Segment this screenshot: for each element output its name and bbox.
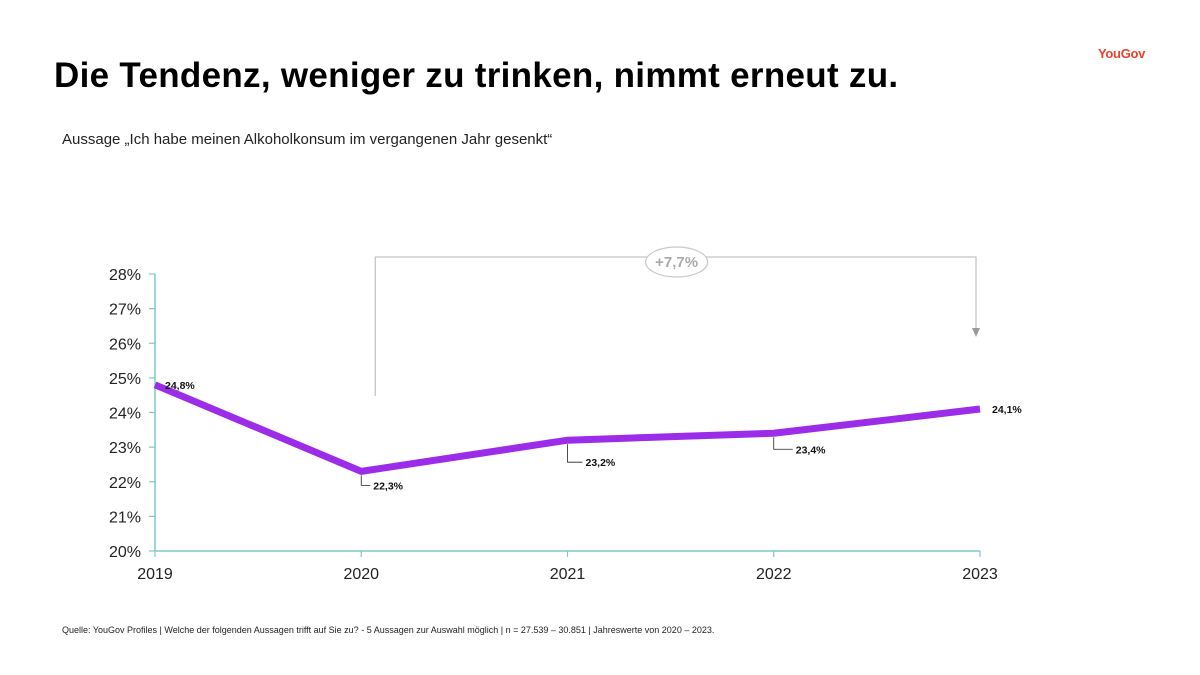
data-label: 24,1%: [992, 404, 1022, 416]
data-label: 24,8%: [165, 380, 195, 392]
y-tick-label: 24%: [109, 406, 141, 423]
chart-axes: 20% 21% 22% 23% 24% 25% 26% 27% 28% 2019 2020 2021 2…: [109, 267, 998, 583]
x-tick-label: 2022: [756, 566, 792, 583]
chart-subtitle: Aussage „Ich habe meinen Alkoholkonsum i…: [62, 131, 553, 148]
data-label: 22,3%: [373, 480, 403, 492]
y-tick-label: 22%: [109, 475, 141, 492]
y-tick-label: 23%: [109, 440, 141, 457]
annotation-pill: [645, 246, 709, 278]
source-note: Quelle: YouGov Profiles | Welche der fol…: [62, 625, 715, 635]
y-tick-label: 27%: [109, 302, 141, 319]
data-label: 23,4%: [796, 444, 826, 456]
slide-title: Die Tendenz, weniger zu trinken, nimmt e…: [54, 56, 899, 95]
data-label: 23,2%: [586, 457, 616, 469]
x-tick-label: 2023: [962, 566, 998, 583]
annotation-label: +7,7%: [655, 254, 698, 271]
data-label-layer: 24,8% 22,3% 23,2% 23,4% 24,1%: [165, 380, 1022, 493]
y-tick-label: 26%: [109, 336, 141, 353]
change-annotation: +7,7%: [374, 246, 980, 396]
y-tick-label: 28%: [109, 267, 141, 284]
y-tick-label: 25%: [109, 371, 141, 388]
annotation-arrowhead: [972, 328, 980, 337]
x-tick-label: 2020: [343, 566, 379, 583]
annotation-bracket: [374, 256, 977, 396]
label-leader-line: [360, 475, 371, 486]
series-line-layer: [153, 381, 981, 475]
x-tick-label: 2019: [137, 566, 173, 583]
label-leader-line: [567, 444, 583, 463]
yougov-logo: YouGov: [1098, 46, 1146, 61]
y-tick-label: 20%: [109, 544, 141, 561]
label-leader-line: [773, 437, 793, 450]
x-tick-label: 2021: [550, 566, 586, 583]
y-tick-label: 21%: [109, 509, 141, 526]
